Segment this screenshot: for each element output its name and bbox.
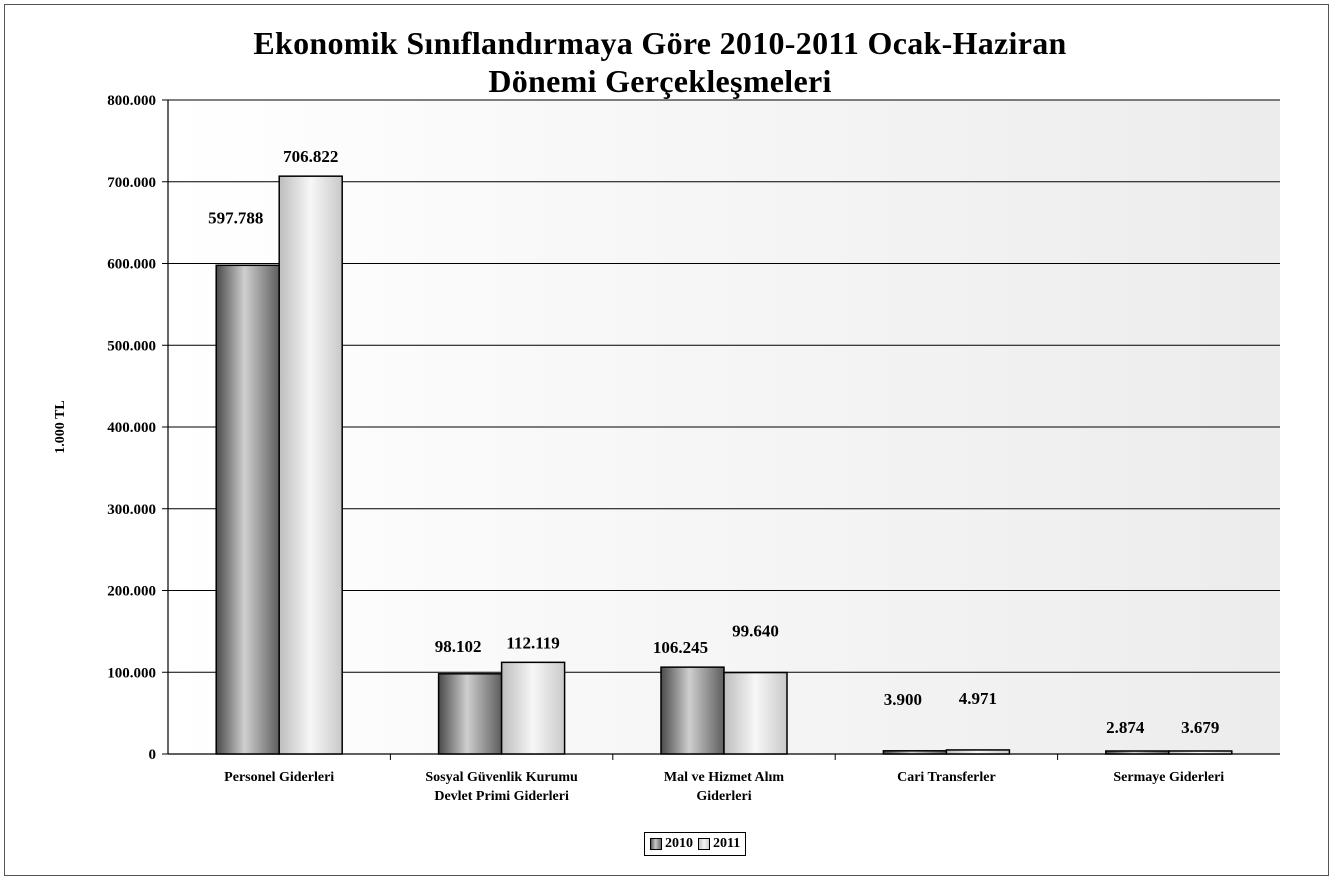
legend-item-2010: 2010 bbox=[650, 836, 693, 852]
data-label-2010: 3.900 bbox=[884, 690, 922, 709]
y-tick-label: 200.000 bbox=[107, 584, 156, 600]
y-tick-label: 0 bbox=[149, 747, 157, 763]
y-tick-label: 400.000 bbox=[107, 420, 156, 436]
x-tick-label: Personel Giderleri bbox=[224, 770, 334, 785]
bar-2011 bbox=[945, 749, 1011, 755]
legend-swatch-2011 bbox=[698, 838, 710, 850]
y-axis-label: 1.000 TL bbox=[53, 400, 68, 453]
data-label-2011: 706.822 bbox=[283, 147, 338, 166]
data-label-2011: 99.640 bbox=[732, 622, 779, 641]
bar-2010 bbox=[660, 666, 725, 755]
y-tick-label: 300.000 bbox=[107, 502, 156, 518]
y-tick-label: 700.000 bbox=[107, 175, 156, 191]
chart-title: Ekonomik Sınıflandırmaya Göre 2010-2011 … bbox=[140, 24, 1180, 100]
data-label-2010: 2.874 bbox=[1106, 718, 1145, 737]
legend-item-2011: 2011 bbox=[698, 836, 740, 852]
bar-2010 bbox=[437, 673, 503, 755]
y-tick-label: 600.000 bbox=[107, 257, 156, 273]
data-label-2011: 3.679 bbox=[1181, 718, 1219, 737]
data-label-2010: 106.245 bbox=[653, 638, 708, 657]
bar-2011 bbox=[723, 671, 788, 755]
bar-2010 bbox=[1105, 750, 1170, 755]
x-tick-label: Sermaye Giderleri bbox=[1113, 770, 1224, 785]
chart-title-line2: Dönemi Gerçekleşmeleri bbox=[488, 63, 832, 99]
legend: 2010 2011 bbox=[644, 832, 747, 856]
bar-2011 bbox=[278, 175, 343, 755]
y-tick-label: 500.000 bbox=[107, 338, 156, 354]
data-label-2011: 4.971 bbox=[959, 689, 997, 708]
data-label-2011: 112.119 bbox=[506, 633, 559, 652]
bar-2010 bbox=[882, 750, 948, 755]
data-label-2010: 98.102 bbox=[435, 637, 482, 656]
legend-label-2010: 2010 bbox=[665, 836, 693, 851]
legend-swatch-2010 bbox=[650, 838, 662, 850]
y-tick-label: 800.000 bbox=[107, 93, 156, 109]
x-tick-label: Sosyal Güvenlik Kurumu Devlet Primi Gider… bbox=[425, 770, 578, 804]
bar-2010 bbox=[215, 264, 280, 755]
y-tick-label: 100.000 bbox=[107, 665, 156, 681]
bar-2011 bbox=[500, 661, 566, 755]
bar-2011 bbox=[1168, 750, 1233, 755]
data-label-2010: 597.788 bbox=[208, 208, 263, 227]
legend-label-2011: 2011 bbox=[713, 836, 741, 851]
x-tick-label: Mal ve Hizmet Alım Giderleri bbox=[664, 770, 784, 804]
chart-title-line1: Ekonomik Sınıflandırmaya Göre 2010-2011 … bbox=[253, 25, 1067, 61]
x-tick-label: Cari Transferler bbox=[897, 770, 996, 785]
